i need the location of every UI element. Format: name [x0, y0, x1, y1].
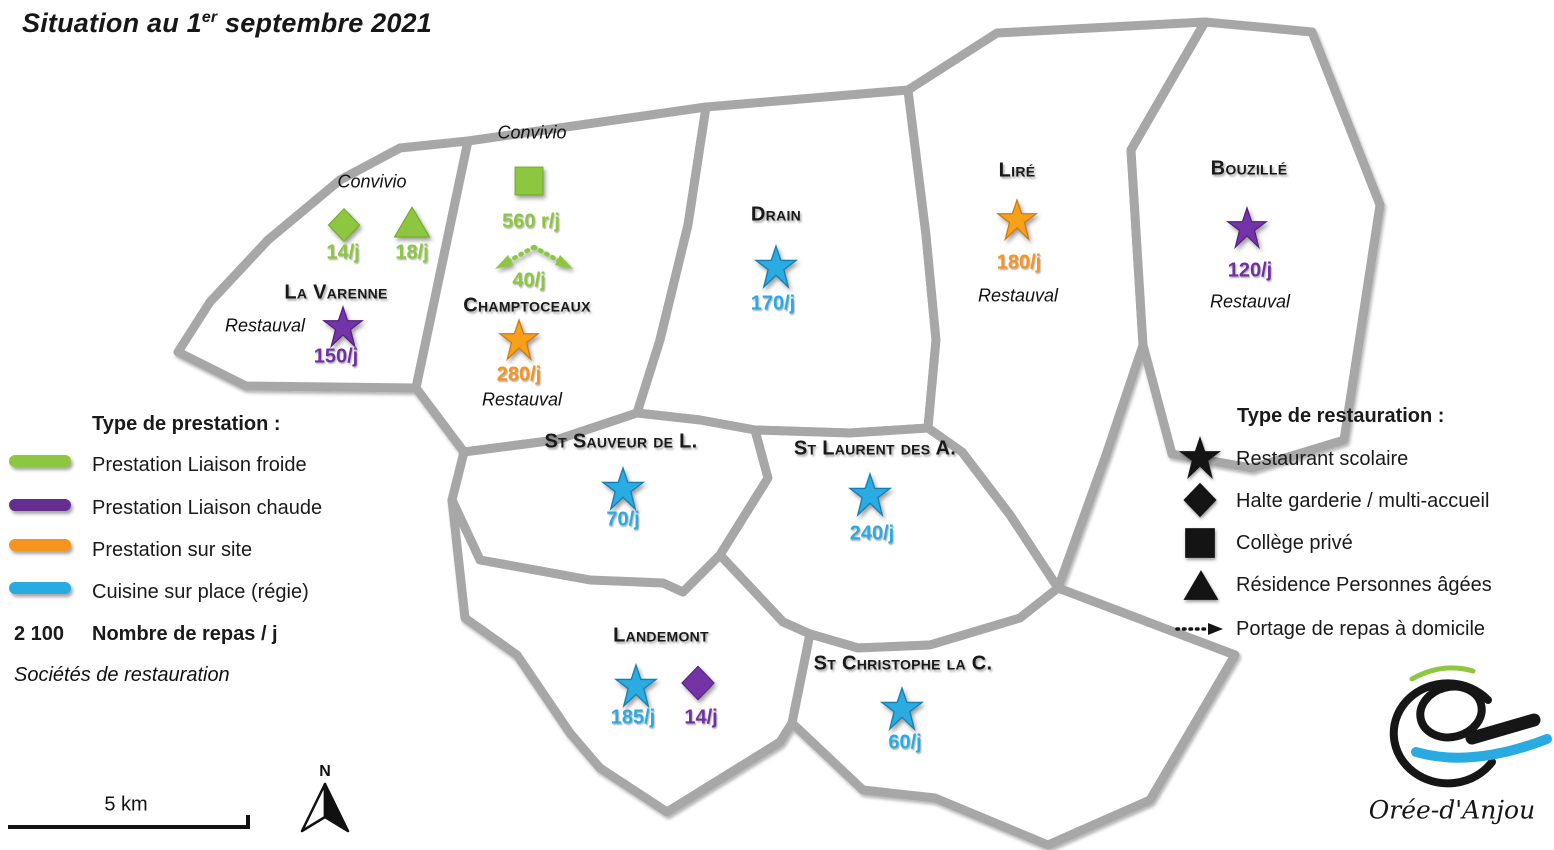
legend-item-label: Résidence Personnes âgées: [1236, 574, 1492, 596]
restaurant-scolaire-icon: [995, 198, 1039, 242]
meals-value: 60/j: [888, 731, 922, 754]
restaurant-scolaire-icon: [613, 662, 659, 709]
commune-name-st-sauveur: St Sauveur de L.: [544, 430, 698, 453]
meals-value: 18/j: [395, 241, 429, 264]
residence-agees-icon: [1183, 570, 1219, 600]
meals-value: 70/j: [606, 508, 640, 531]
legend-item-label: Portage de repas à domicile: [1236, 618, 1486, 640]
legend-item-label: Halte garderie / multi-accueil: [1236, 490, 1490, 512]
meals-value: 150/j: [313, 345, 359, 368]
restaurant-scolaire-icon: [847, 471, 893, 518]
meals-value: 280/j: [496, 363, 542, 386]
commune-name-st-christophe: St Christophe la C.: [813, 652, 993, 675]
caterer-label-restauval: Restauval: [1209, 291, 1291, 312]
legend-item-label: Restaurant scolaire: [1236, 448, 1409, 470]
portage-domicile-arrow-icon: [1175, 623, 1223, 635]
legend-item-label: Prestation Liaison chaude: [92, 497, 323, 519]
restaurant-scolaire-icon: [1225, 206, 1269, 250]
meals-value: 120/j: [1227, 259, 1273, 282]
meals-example-label: Nombre de repas / j: [92, 623, 278, 645]
page-title: Situation au 1er septembre 2021: [22, 8, 432, 39]
restaurant-scolaire-icon: [321, 305, 365, 349]
meals-value: 14/j: [684, 706, 718, 729]
meals-value: 40/j: [512, 269, 546, 292]
caterer-label-restauval: Restauval: [224, 315, 306, 336]
region-st-christophe: [787, 583, 1240, 850]
oree-danjou-logo-art: [1389, 665, 1552, 788]
restaurant-scolaire-icon: [879, 685, 925, 732]
title-prefix: Situation au 1: [22, 8, 202, 38]
restaurant-scolaire-icon: [753, 243, 799, 290]
legend-footnote: Sociétés de restauration: [14, 664, 230, 686]
restaurant-scolaire-icon: [1178, 436, 1222, 480]
restaurant-scolaire-icon: [600, 465, 646, 512]
portage-domicile-arrows-icon: [495, 244, 573, 269]
meals-value: 180/j: [996, 251, 1042, 274]
commune-name-drain: Drain: [750, 203, 802, 226]
regie-bar: [9, 582, 71, 594]
legend-restauration-title: Type de restauration :: [1237, 405, 1445, 427]
north-arrow: [300, 782, 350, 833]
halte-garderie-icon: [327, 207, 361, 243]
meals-value: 185/j: [610, 706, 656, 729]
scale-bar: [8, 815, 250, 829]
legend-item-label: Cuisine sur place (régie): [92, 581, 309, 603]
caterer-label-restauval: Restauval: [977, 285, 1059, 306]
meals-value: 560 r/j: [502, 210, 560, 233]
caterer-label-restauval: Restauval: [481, 389, 563, 410]
meals-value: 14/j: [326, 241, 360, 264]
caterer-label-convivio: Convivio: [337, 171, 407, 192]
commune-name-landemont: Landemont: [613, 624, 709, 647]
legend-item-label: Prestation Liaison froide: [92, 454, 307, 476]
region-bouzille: [1126, 17, 1385, 473]
liaison-froide-bar: [9, 455, 71, 467]
commune-name-champtoceaux: Champtoceaux: [463, 294, 591, 317]
oree-danjou-logo-text: Orée-d'Anjou: [1368, 795, 1536, 825]
college-prive-icon: [514, 166, 544, 196]
region-la-varenne: [173, 136, 473, 393]
legend-prestation-title: Type de prestation :: [92, 413, 281, 435]
title-suffix: septembre 2021: [217, 8, 432, 38]
liaison-chaude-bar: [9, 499, 71, 511]
commune-name-st-laurent: St Laurent des A.: [793, 437, 957, 460]
restaurant-scolaire-icon: [497, 318, 541, 362]
north-label: N: [319, 763, 331, 780]
caterer-label-convivio: Convivio: [497, 122, 567, 143]
title-superscript: er: [201, 9, 218, 26]
college-prive-icon: [1185, 528, 1215, 558]
commune-name-la-varenne: La Varenne: [284, 281, 388, 304]
legend-item-label: Prestation sur site: [92, 539, 253, 561]
meals-example-value: 2 100: [14, 623, 65, 645]
sur-site-bar: [9, 539, 71, 551]
meals-value: 240/j: [849, 522, 895, 545]
legend-item-label: Collège privé: [1236, 532, 1353, 554]
halte-garderie-icon: [1183, 482, 1217, 518]
scale-label: 5 km: [104, 793, 148, 816]
commune-name-lire: Liré: [998, 159, 1036, 182]
commune-name-bouzille: Bouzillé: [1210, 157, 1288, 180]
meals-value: 170/j: [750, 292, 796, 315]
residence-agees-icon: [393, 206, 431, 238]
halte-garderie-icon: [681, 665, 715, 701]
